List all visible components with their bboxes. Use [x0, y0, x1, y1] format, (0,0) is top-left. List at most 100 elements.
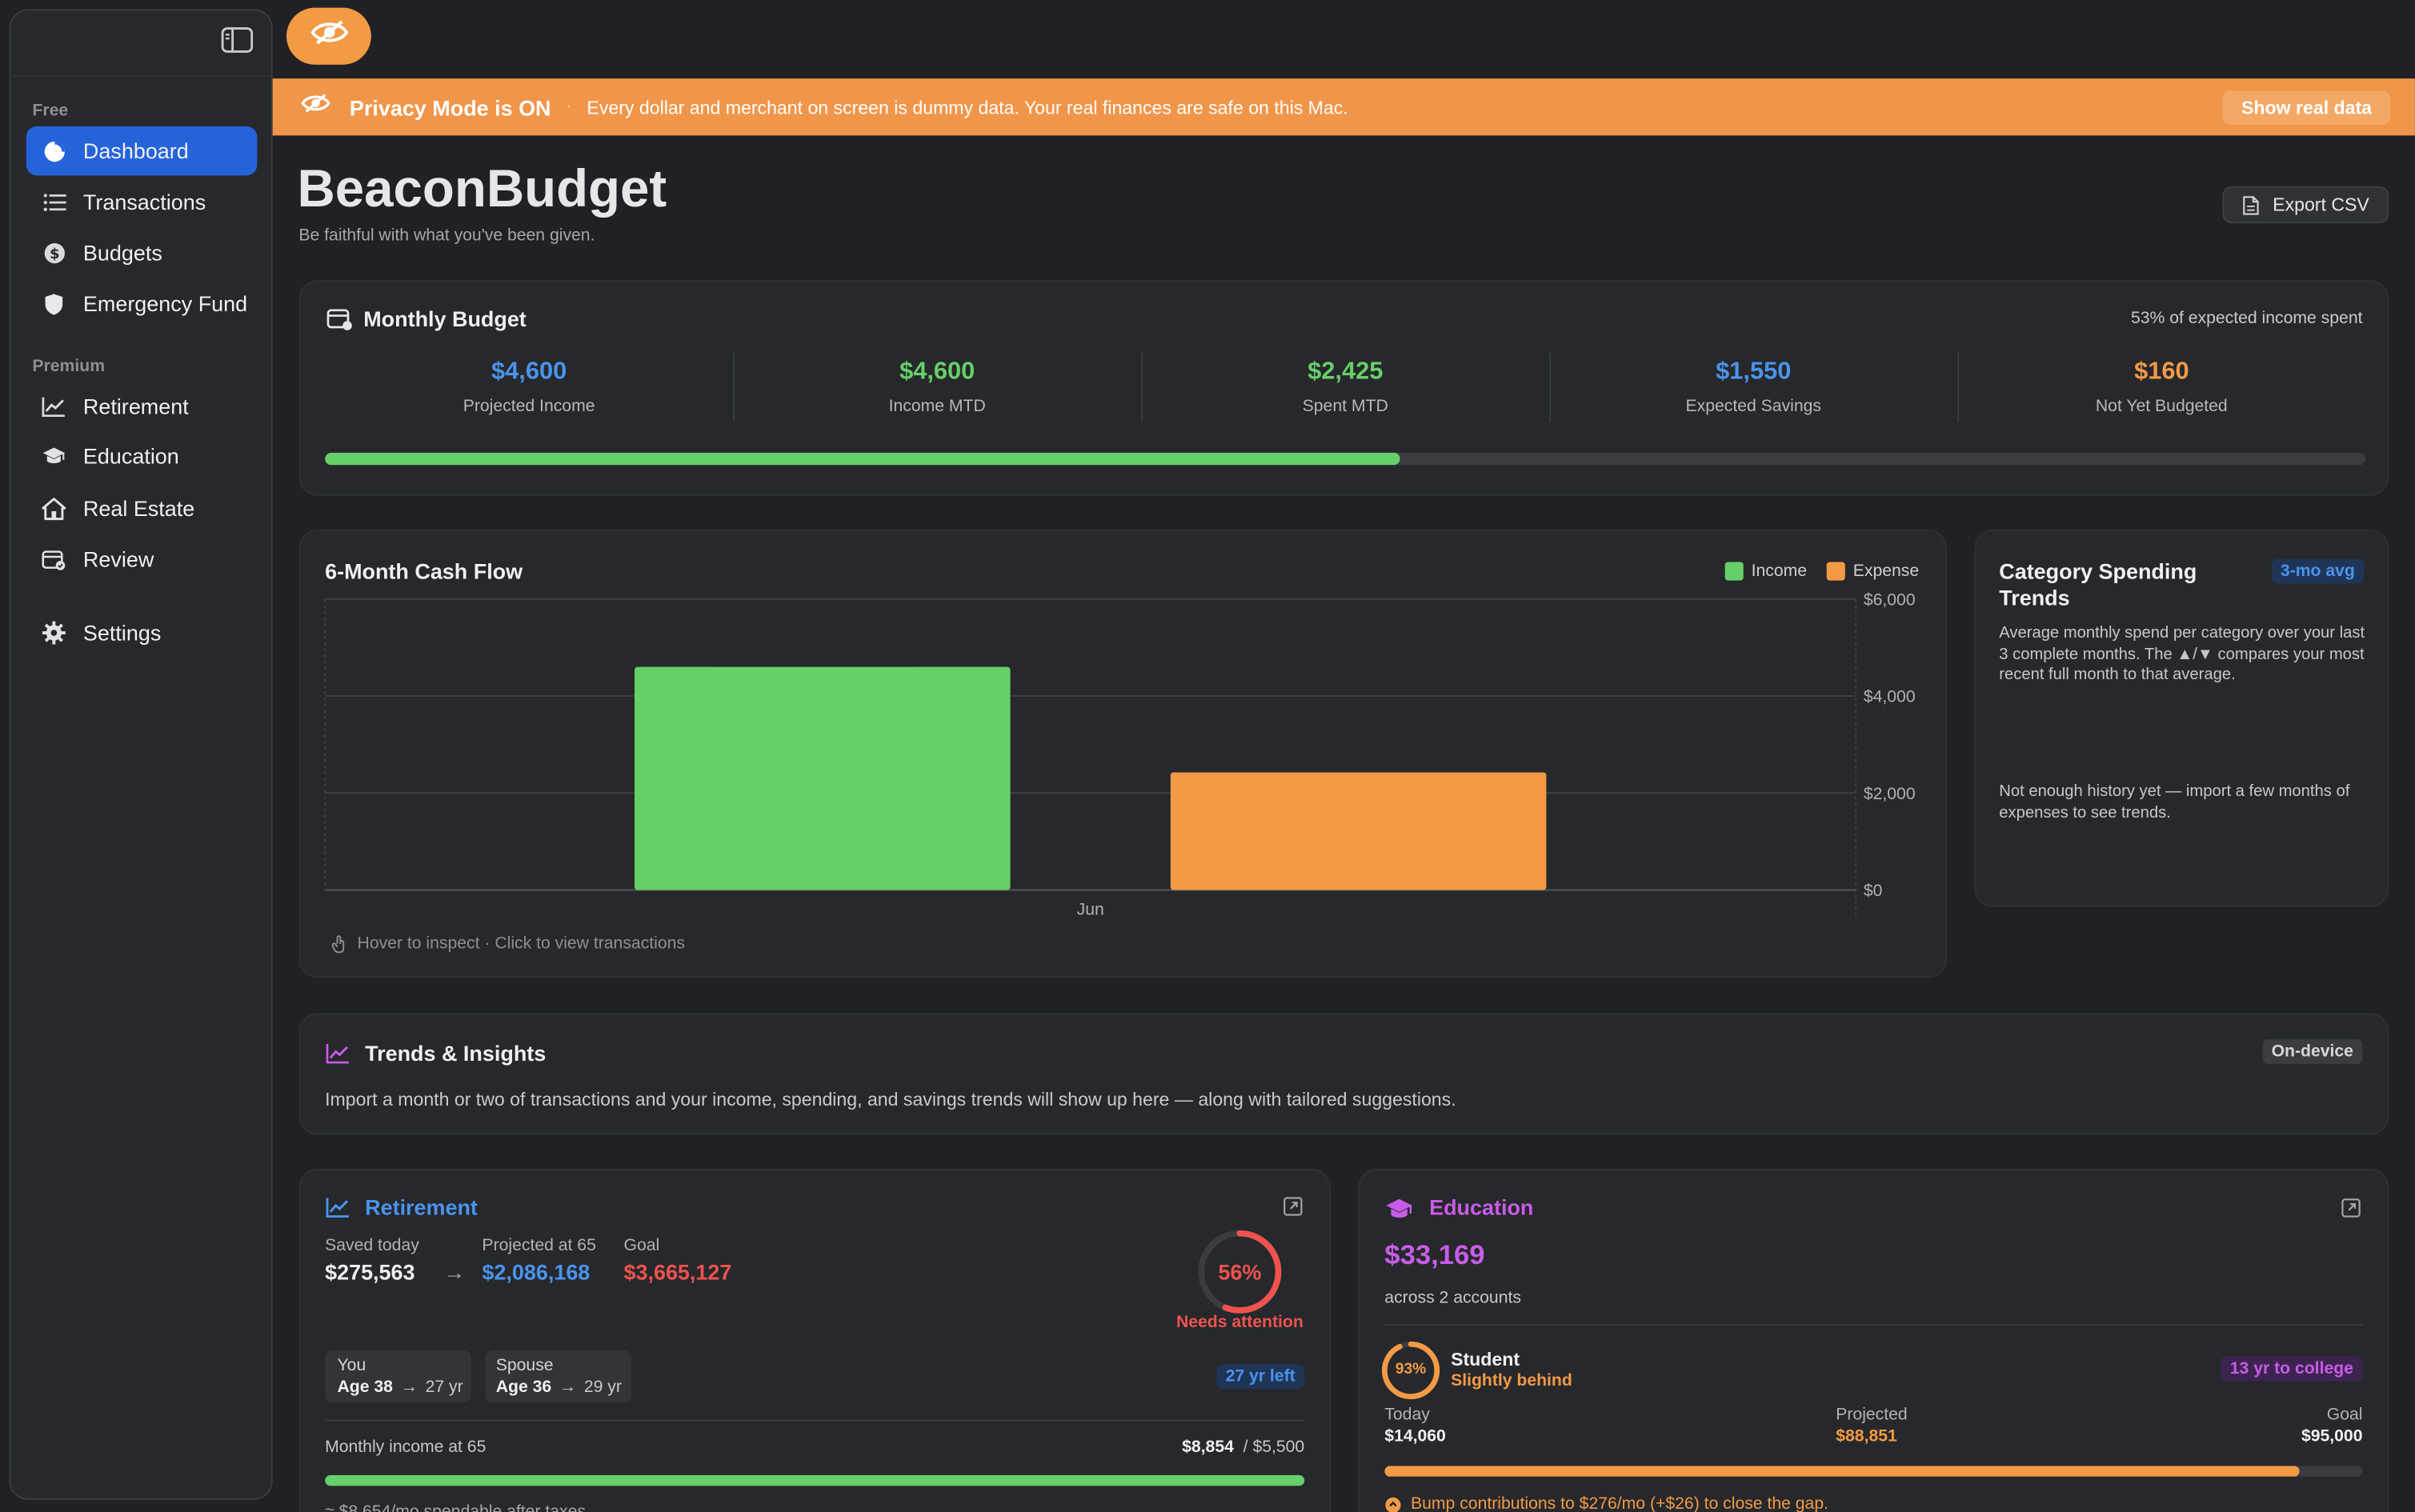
sidebar-item-dashboard[interactable]: Dashboard — [26, 126, 258, 176]
education-total: $33,169 — [1384, 1239, 1485, 1270]
privacy-banner: Privacy Mode is ON · Every dollar and me… — [272, 78, 2415, 136]
hand-pointer-icon — [331, 934, 348, 954]
gauge-arc — [1381, 1341, 1440, 1400]
sidebar-item-settings[interactable]: Settings — [26, 608, 258, 658]
kpi-value: $4,600 — [491, 358, 567, 386]
cash-flow-chart[interactable]: $6,000 $4,000 $2,000 $0 Jun — [300, 531, 1948, 979]
retirement-divider — [325, 1419, 1305, 1422]
section-label-free: Free — [32, 102, 69, 121]
goal-value: $3,665,127 — [623, 1259, 732, 1285]
sidebar-item-review[interactable]: Review — [26, 534, 258, 584]
privacy-toggle-button[interactable] — [286, 7, 371, 65]
sidebar-item-label: Retirement — [82, 394, 189, 419]
dollar-circle-icon: $ — [42, 240, 66, 265]
sidebar-toggle-icon[interactable] — [220, 26, 254, 54]
kpi-projected-income: $4,600 Projected Income — [325, 358, 733, 415]
bar-expense — [1170, 772, 1547, 890]
goal-value: $95,000 — [2301, 1427, 2363, 1446]
chart-hint-text: Hover to inspect · Click to view transac… — [357, 934, 686, 954]
kpi-expected-savings: $1,550 Expected Savings — [1549, 358, 1957, 415]
sidebar: Free Dashboard Transactions $ Budgets Em… — [9, 9, 273, 1500]
sidebar-item-label: Review — [82, 546, 154, 572]
banner-separator: · — [566, 98, 572, 116]
years-to-college-badge: 13 yr to college — [2221, 1356, 2363, 1382]
student-percent: 93% — [1395, 1361, 1427, 1378]
retirement-title: Retirement — [365, 1194, 478, 1220]
budget-status-text: 53% of expected income spent — [2130, 309, 2363, 328]
education-tip: Bump contributions to $276/mo (+$26) to … — [1384, 1495, 1828, 1512]
goal-label: Goal — [2326, 1406, 2363, 1425]
banner-title: Privacy Mode is ON — [349, 94, 551, 120]
kpi-label: Spent MTD — [1302, 397, 1388, 416]
spouse-age: Age 36 → 29 yr — [495, 1378, 622, 1397]
banner-message: Every dollar and merchant on screen is d… — [587, 96, 1348, 118]
category-trends-description: Average monthly spend per category over … — [1999, 623, 2365, 684]
projected-label: Projected — [1836, 1406, 1908, 1425]
sidebar-item-label: Settings — [82, 620, 162, 646]
sidebar-item-education[interactable]: Education — [26, 431, 258, 481]
retirement-card[interactable]: Retirement Saved today $275,563 → Projec… — [298, 1168, 1331, 1512]
income-progress-bar — [325, 1474, 1305, 1486]
sidebar-item-label: Budgets — [82, 240, 162, 266]
sidebar-item-label: Emergency Fund — [82, 290, 248, 316]
chart-legend: Income Expense — [1705, 562, 1919, 581]
gear-icon — [42, 621, 66, 646]
sidebar-item-transactions[interactable]: Transactions — [26, 177, 258, 226]
legend-swatch — [1724, 562, 1744, 581]
monthly-budget-card: Monthly Budget 53% of expected income sp… — [298, 280, 2389, 496]
kpi-divider — [1549, 352, 1552, 422]
eye-slash-icon — [300, 92, 330, 122]
trends-insights-title: Trends & Insights — [365, 1041, 547, 1066]
saved-today-value: $275,563 — [325, 1259, 415, 1285]
trend-chart-icon — [325, 1042, 351, 1072]
today-value: $14,060 — [1384, 1427, 1446, 1446]
student-name: Student — [1451, 1349, 1520, 1370]
svg-text:$: $ — [49, 245, 59, 262]
monthly-budget-title: Monthly Budget — [363, 306, 527, 331]
shield-icon — [42, 291, 66, 316]
sidebar-item-real-estate[interactable]: Real Estate — [26, 483, 258, 533]
kpi-label: Projected Income — [463, 397, 595, 416]
saved-today-label: Saved today — [325, 1236, 419, 1255]
calendar-check-icon — [42, 546, 66, 571]
kpi-value: $2,425 — [1308, 358, 1384, 386]
show-real-data-button[interactable]: Show real data — [2222, 90, 2391, 125]
sidebar-item-budgets[interactable]: $ Budgets — [26, 228, 258, 278]
eye-slash-icon — [309, 18, 349, 54]
legend-label: Expense — [1852, 562, 1920, 581]
education-progress-fill — [1384, 1466, 2300, 1477]
cash-flow-card: 6-Month Cash Flow Income Expense $6,000 $… — [298, 530, 1948, 979]
y-tick-label: $2,000 — [1864, 785, 1916, 803]
open-external-icon[interactable] — [2341, 1198, 2361, 1226]
on-device-badge: On-device — [2262, 1039, 2363, 1064]
kpi-label: Not Yet Budgeted — [2095, 397, 2228, 416]
y-tick-label: $4,000 — [1864, 688, 1916, 706]
sidebar-item-label: Real Estate — [82, 495, 195, 521]
document-icon — [2242, 194, 2259, 214]
export-csv-button[interactable]: Export CSV — [2222, 186, 2389, 224]
legend-swatch — [1827, 562, 1846, 581]
kpi-label: Income MTD — [888, 397, 986, 416]
kpi-value: $1,550 — [1716, 358, 1792, 386]
legend-item-expense: Expense — [1827, 562, 1919, 581]
spouse-label: Spouse — [495, 1356, 554, 1375]
education-accounts: across 2 accounts — [1384, 1288, 1521, 1308]
sidebar-item-label: Dashboard — [82, 138, 189, 164]
kpi-value: $4,600 — [899, 358, 975, 386]
education-card[interactable]: Education $33,169 across 2 accounts 93% … — [1358, 1168, 2389, 1512]
monthly-income-label: Monthly income at 65 — [325, 1438, 487, 1457]
cash-flow-title: 6-Month Cash Flow — [325, 558, 523, 584]
open-external-icon[interactable] — [1283, 1196, 1303, 1224]
budget-progress-fill — [325, 452, 1401, 466]
insights-message: Import a month or two of transactions an… — [325, 1088, 1456, 1110]
x-tick-label: Jun — [1077, 900, 1104, 918]
goal-label: Goal — [623, 1236, 660, 1255]
sidebar-item-label: Transactions — [82, 189, 206, 214]
line-chart-icon — [325, 1196, 351, 1226]
projected-value: $2,086,168 — [482, 1259, 591, 1285]
sidebar-item-retirement[interactable]: Retirement — [26, 382, 258, 431]
income-progress-fill — [325, 1474, 1305, 1486]
monthly-income-values: $8,854 / $5,500 — [1182, 1438, 1305, 1457]
sidebar-item-emergency-fund[interactable]: Emergency Fund — [26, 278, 258, 328]
y-tick-label: $6,000 — [1864, 590, 1916, 609]
